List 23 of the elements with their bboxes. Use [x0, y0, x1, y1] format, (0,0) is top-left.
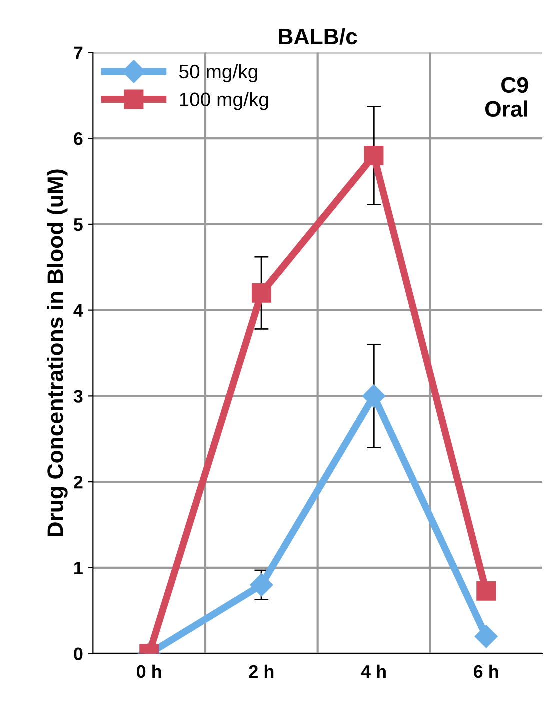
y-axis-title: Drug Concentrations in Blood (uM) — [47, 170, 68, 536]
y-tick-label: 2 — [74, 476, 83, 489]
point — [250, 574, 274, 597]
y-tick-label: 7 — [74, 46, 83, 60]
x-tick-label: 2 h — [249, 664, 274, 678]
y-tick-label: 5 — [74, 218, 83, 232]
point — [474, 625, 498, 648]
annotation: C9 Oral — [485, 77, 528, 118]
point — [252, 283, 272, 303]
y-tick-label: 0 — [74, 648, 83, 661]
y-tick-label: 4 — [74, 304, 84, 317]
legend-label: 100 mg/kg — [180, 92, 268, 110]
x-tick-label: 0 h — [137, 664, 162, 678]
point — [476, 581, 496, 601]
point — [364, 146, 384, 166]
x-tick-label: 4 h — [361, 664, 386, 678]
legend-label: 50 mg/kg — [179, 64, 258, 83]
chart-title: BALB/c — [279, 28, 358, 45]
point — [362, 384, 386, 408]
y-tick-label: 3 — [74, 390, 83, 403]
x-tick-label: 6 h — [474, 664, 498, 678]
y-tick-label: 6 — [74, 132, 83, 146]
y-tick-label: 1 — [74, 562, 83, 574]
